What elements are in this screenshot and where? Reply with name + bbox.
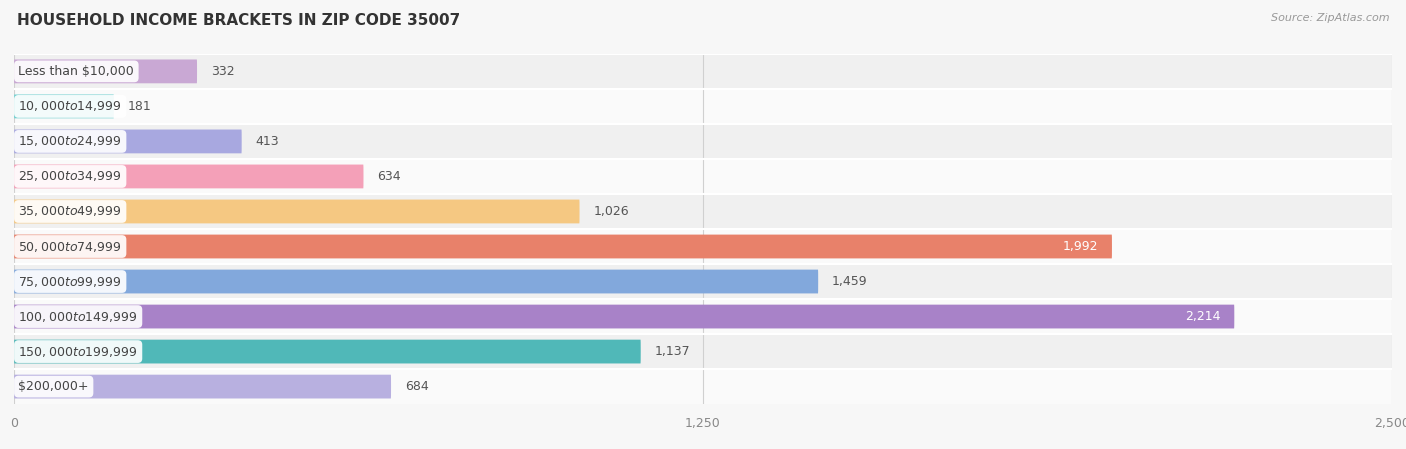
FancyBboxPatch shape: [14, 374, 391, 399]
Text: 413: 413: [256, 135, 278, 148]
FancyBboxPatch shape: [14, 234, 1112, 259]
Text: 181: 181: [128, 100, 152, 113]
Text: $35,000 to $49,999: $35,000 to $49,999: [18, 204, 122, 219]
Text: $15,000 to $24,999: $15,000 to $24,999: [18, 134, 122, 149]
Bar: [14, 369, 1392, 404]
Text: 1,459: 1,459: [832, 275, 868, 288]
Bar: [14, 159, 1392, 194]
Bar: [14, 264, 1392, 299]
Bar: [14, 334, 1392, 369]
FancyBboxPatch shape: [14, 339, 641, 364]
Text: $25,000 to $34,999: $25,000 to $34,999: [18, 169, 122, 184]
Bar: [14, 54, 1392, 89]
Text: $10,000 to $14,999: $10,000 to $14,999: [18, 99, 122, 114]
FancyBboxPatch shape: [14, 269, 818, 294]
Text: Less than $10,000: Less than $10,000: [18, 65, 134, 78]
Text: $100,000 to $149,999: $100,000 to $149,999: [18, 309, 138, 324]
Text: HOUSEHOLD INCOME BRACKETS IN ZIP CODE 35007: HOUSEHOLD INCOME BRACKETS IN ZIP CODE 35…: [17, 13, 460, 28]
Text: $50,000 to $74,999: $50,000 to $74,999: [18, 239, 122, 254]
FancyBboxPatch shape: [14, 129, 242, 154]
Text: 2,214: 2,214: [1185, 310, 1220, 323]
Text: $200,000+: $200,000+: [18, 380, 89, 393]
FancyBboxPatch shape: [14, 164, 364, 189]
FancyBboxPatch shape: [14, 304, 1234, 329]
Bar: [14, 124, 1392, 159]
Text: Source: ZipAtlas.com: Source: ZipAtlas.com: [1271, 13, 1389, 23]
Text: 634: 634: [377, 170, 401, 183]
Bar: [14, 299, 1392, 334]
Bar: [14, 89, 1392, 124]
FancyBboxPatch shape: [14, 94, 114, 119]
Text: 1,137: 1,137: [655, 345, 690, 358]
FancyBboxPatch shape: [14, 59, 197, 84]
Bar: [14, 194, 1392, 229]
Text: $75,000 to $99,999: $75,000 to $99,999: [18, 274, 122, 289]
Text: 1,992: 1,992: [1063, 240, 1098, 253]
Text: 1,026: 1,026: [593, 205, 628, 218]
Bar: [14, 229, 1392, 264]
Text: $150,000 to $199,999: $150,000 to $199,999: [18, 344, 138, 359]
Text: 332: 332: [211, 65, 235, 78]
Text: 684: 684: [405, 380, 429, 393]
FancyBboxPatch shape: [14, 199, 579, 224]
